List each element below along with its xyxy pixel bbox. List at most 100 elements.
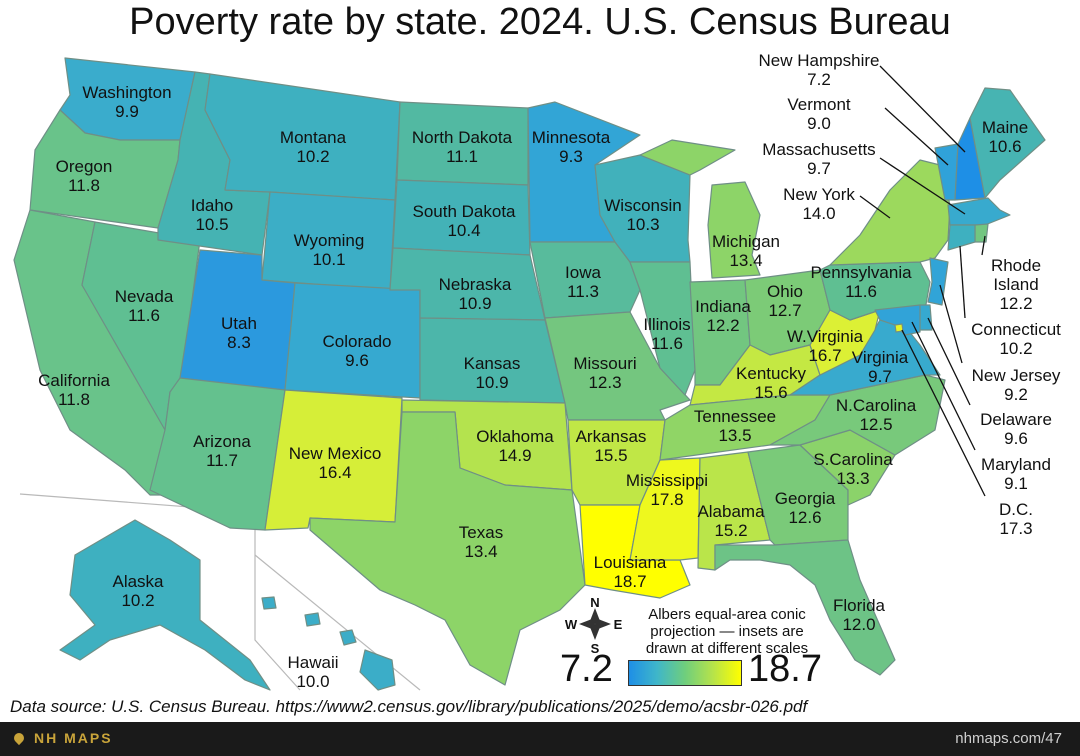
compass-rose: N S W E xyxy=(565,595,623,656)
state-name-label: New Jersey xyxy=(972,366,1061,385)
state-value-label: 12.3 xyxy=(588,373,621,392)
state-name-label: Utah xyxy=(221,314,257,333)
state-name-label: Vermont xyxy=(787,95,851,114)
legend-color-scale xyxy=(628,660,742,686)
state-value-label: 10.2 xyxy=(121,591,154,610)
state-value-label: 14.0 xyxy=(802,204,835,223)
state-name-label: Nebraska xyxy=(439,275,512,294)
data-source-note: Data source: U.S. Census Bureau. https:/… xyxy=(10,697,808,716)
state-name-label: Massachusetts xyxy=(762,140,875,159)
state-value-label: 12.5 xyxy=(859,415,892,434)
state-delaware[interactable] xyxy=(919,304,933,331)
state-hawaii-group[interactable] xyxy=(261,596,396,691)
state-name-label: D.C. xyxy=(999,500,1033,519)
state-value-label: 13.5 xyxy=(718,426,751,445)
state-name-label: W.Virginia xyxy=(787,327,864,346)
state-value-label: 11.7 xyxy=(206,451,238,470)
state-name-label: California xyxy=(38,371,110,390)
footer-bar: NH MAPS nhmaps.com/47 xyxy=(0,722,1080,756)
state-name-label: Alaska xyxy=(112,572,164,591)
state-missouri[interactable] xyxy=(544,311,691,421)
state-name-label: Minnesota xyxy=(532,128,611,147)
compass-west-arrow xyxy=(579,619,595,629)
state-value-label: 9.1 xyxy=(1004,474,1028,493)
state-value-label: 11.8 xyxy=(68,176,100,195)
state-name-label: Maryland xyxy=(981,455,1051,474)
state-texas[interactable] xyxy=(309,411,586,686)
state-alaska[interactable] xyxy=(59,519,271,691)
compass-east-arrow xyxy=(595,619,611,629)
state-name-label: Colorado xyxy=(323,332,392,351)
state-name-label: New York xyxy=(783,185,855,204)
state-rhode-island[interactable] xyxy=(974,223,989,243)
page-reference[interactable]: nhmaps.com/47 xyxy=(955,730,1062,747)
state-value-label: 9.7 xyxy=(868,367,892,386)
state-value-label: 9.6 xyxy=(1004,429,1028,448)
state-name-label: Idaho xyxy=(191,196,234,215)
state-name-label: Wyoming xyxy=(294,231,365,250)
state-illinois[interactable] xyxy=(629,261,696,396)
state-value-label: 13.4 xyxy=(729,251,762,270)
state-hawaii-maui[interactable] xyxy=(339,629,357,646)
state-value-label: 11.6 xyxy=(651,334,683,353)
compass-w: W xyxy=(565,617,578,632)
state-massachusetts[interactable] xyxy=(947,197,1011,226)
state-name-label: New Hampshire xyxy=(759,51,880,70)
state-name-label: Virginia xyxy=(852,348,909,367)
state-new-york[interactable] xyxy=(829,159,951,266)
state-value-label: 10.2 xyxy=(999,339,1032,358)
projection-note: Albers equal-area conic projection — ins… xyxy=(632,606,822,657)
map-pin-icon xyxy=(11,730,27,746)
state-name-label: Montana xyxy=(280,128,347,147)
state-value-label: 10.6 xyxy=(988,137,1021,156)
map-title: Poverty rate by state. 2024. U.S. Census… xyxy=(129,1,951,43)
state-name-label: New Mexico xyxy=(289,444,382,463)
state-name-label: Nevada xyxy=(115,287,174,306)
us-map: Washington9.9Oregon11.8California11.8Nev… xyxy=(13,51,1061,691)
state-name-label: Louisiana xyxy=(594,553,667,572)
state-name-label: Tennessee xyxy=(694,407,776,426)
state-value-label: 9.0 xyxy=(807,114,831,133)
state-name-label: Arkansas xyxy=(576,427,647,446)
state-name-label: South Dakota xyxy=(412,202,516,221)
state-hawaii-oahu[interactable] xyxy=(304,612,321,627)
state-value-label: 16.4 xyxy=(318,463,351,482)
state-michigan-upper[interactable] xyxy=(639,139,736,176)
state-value-label: 9.7 xyxy=(807,159,831,178)
state-name-label: Wisconsin xyxy=(604,196,681,215)
projection-note-line: Albers equal-area conic xyxy=(648,606,806,623)
projection-note-line: drawn at different scales xyxy=(645,640,809,657)
state-value-label: 12.2 xyxy=(706,316,739,335)
inset-divider xyxy=(19,493,301,691)
state-value-label: 11.3 xyxy=(567,282,599,301)
state-name-label: Pennsylvania xyxy=(810,263,912,282)
state-name-label: Delaware xyxy=(980,410,1052,429)
state-name-label: S.Carolina xyxy=(813,450,893,469)
state-michigan[interactable] xyxy=(707,181,761,279)
state-name-label: Rhode xyxy=(991,256,1041,275)
compass-n: N xyxy=(590,595,599,610)
state-value-label: 12.7 xyxy=(768,301,801,320)
state-florida[interactable] xyxy=(714,539,896,676)
state-value-label: 9.3 xyxy=(559,147,583,166)
state-value-label: 17.3 xyxy=(999,519,1032,538)
state-name-label: N.Carolina xyxy=(836,396,917,415)
state-value-label: 10.5 xyxy=(195,215,228,234)
state-value-label: 13.4 xyxy=(464,542,497,561)
state-connecticut[interactable] xyxy=(947,224,976,251)
state-value-label: 8.3 xyxy=(227,333,251,352)
state-value-label: 10.9 xyxy=(475,373,508,392)
state-hawaii-big-island[interactable] xyxy=(359,649,396,691)
state-hawaii-kauai[interactable] xyxy=(261,596,277,610)
state-new-jersey[interactable] xyxy=(927,257,949,306)
state-name-label: Iowa xyxy=(565,263,601,282)
legend-min-value: 7.2 xyxy=(560,648,613,690)
state-value-label: 10.4 xyxy=(447,221,480,240)
brand-logo[interactable]: NH MAPS xyxy=(11,730,113,746)
state-name-label: Texas xyxy=(459,523,503,542)
state-value-label: 11.1 xyxy=(446,147,478,166)
state-value-label: 10.2 xyxy=(296,147,329,166)
state-name-label: Illinois xyxy=(643,315,690,334)
leader-lines xyxy=(859,65,986,497)
state-name-label: Maine xyxy=(982,118,1028,137)
